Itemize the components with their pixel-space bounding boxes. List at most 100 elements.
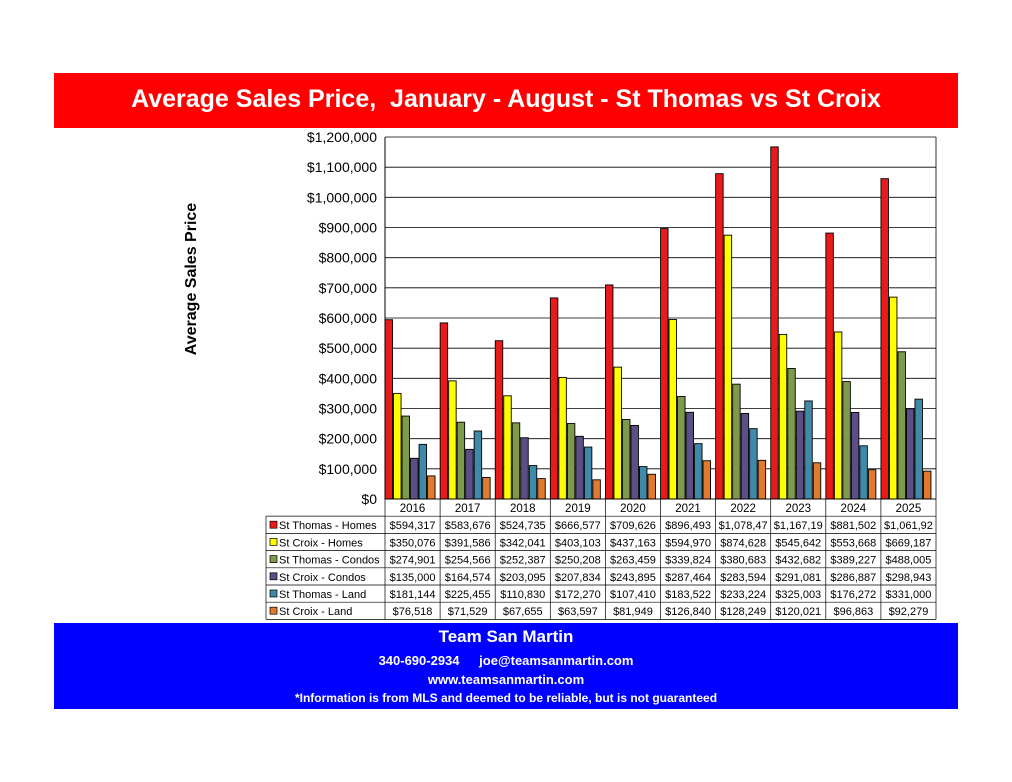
bar xyxy=(448,380,457,500)
data-label: $203,095 xyxy=(500,572,546,584)
footer-phone: 340-690-2934 xyxy=(378,653,460,668)
data-label: $545,642 xyxy=(775,537,821,549)
page-title: Average Sales Price, January - August - … xyxy=(131,85,881,113)
data-label: $110,830 xyxy=(500,589,545,601)
bar xyxy=(842,381,851,500)
bar xyxy=(622,419,631,500)
bar xyxy=(647,473,656,500)
data-label: $437,163 xyxy=(610,537,656,549)
y-tick-label: $100,000 xyxy=(319,461,378,477)
bar xyxy=(715,173,724,500)
y-tick-label: $200,000 xyxy=(319,431,378,447)
y-tick-label: $1,100,000 xyxy=(307,159,377,175)
bar xyxy=(401,415,410,500)
data-label: $391,586 xyxy=(445,537,491,549)
bar xyxy=(528,465,538,500)
bar xyxy=(749,428,758,500)
data-label: $135,000 xyxy=(390,572,436,584)
legend-label: St Thomas - Land xyxy=(279,589,366,601)
data-label: $669,187 xyxy=(886,537,932,549)
data-label: $183,522 xyxy=(665,589,711,601)
data-label: $207,834 xyxy=(555,572,601,584)
footer-email: joe@teamsanmartin.com xyxy=(479,653,634,668)
data-label: $67,655 xyxy=(503,606,543,618)
data-label: $286,887 xyxy=(830,572,876,584)
bar xyxy=(723,234,733,500)
legend-swatch xyxy=(269,589,278,598)
bar xyxy=(418,443,427,500)
bar xyxy=(897,351,906,500)
legend-swatch xyxy=(269,606,278,615)
bar xyxy=(787,368,796,500)
y-tick-label: $400,000 xyxy=(319,370,378,386)
legend-label: St Croix - Homes xyxy=(279,537,363,549)
bar xyxy=(566,423,576,500)
bar xyxy=(592,479,601,500)
y-tick-label: $1,200,000 xyxy=(307,129,377,145)
data-label: $225,455 xyxy=(445,589,491,601)
data-label: $331,000 xyxy=(886,589,932,601)
legend-swatch xyxy=(269,555,278,563)
legend-swatch xyxy=(269,572,278,581)
category-label: 2023 xyxy=(785,503,811,515)
bar xyxy=(630,424,639,500)
bar xyxy=(410,457,419,500)
bar xyxy=(465,448,474,500)
data-label: $881,502 xyxy=(830,520,876,532)
data-label: $298,943 xyxy=(886,572,932,584)
data-label: $325,003 xyxy=(775,589,821,601)
data-label: $71,529 xyxy=(448,606,488,618)
y-tick-label: $500,000 xyxy=(319,340,378,356)
data-label: $81,949 xyxy=(613,606,653,618)
category-label: 2024 xyxy=(841,503,867,515)
category-label: 2019 xyxy=(565,503,591,515)
bar xyxy=(914,398,923,500)
data-label: $594,317 xyxy=(390,520,436,532)
bar xyxy=(549,297,559,500)
bar xyxy=(575,435,584,500)
bar xyxy=(867,469,877,500)
bar xyxy=(456,421,466,500)
bar xyxy=(668,319,677,500)
category-label: 2016 xyxy=(400,503,426,515)
data-label: $291,081 xyxy=(775,572,821,584)
data-label: $254,566 xyxy=(445,555,491,567)
bar xyxy=(732,383,741,500)
data-label: $1,078,47 xyxy=(719,520,768,532)
data-label: $181,144 xyxy=(390,589,436,601)
data-label: $1,167,19 xyxy=(774,520,823,532)
data-label: $403,103 xyxy=(555,537,601,549)
data-label: $666,577 xyxy=(555,520,601,532)
y-tick-label: $600,000 xyxy=(319,310,378,326)
y-tick-label: $0 xyxy=(361,491,377,507)
bar xyxy=(503,395,512,500)
bar xyxy=(804,400,813,500)
data-label: $874,628 xyxy=(720,537,766,549)
bar xyxy=(473,430,483,500)
footer-team-name: Team San Martin xyxy=(438,627,574,646)
y-axis-ticks: $0 $100,000 $200,000 $300,000 $400,000 $500,0… xyxy=(307,129,377,507)
data-label: $432,682 xyxy=(775,555,821,567)
data-label: $380,683 xyxy=(720,555,766,567)
bar-series xyxy=(384,146,932,500)
footer-website: www.teamsanmartin.com xyxy=(427,672,585,687)
data-label: $553,668 xyxy=(830,537,876,549)
bar xyxy=(511,422,521,500)
data-label: $107,410 xyxy=(610,589,656,601)
bar xyxy=(660,228,669,500)
data-label: $283,594 xyxy=(720,572,766,584)
category-label: 2022 xyxy=(730,503,756,515)
data-label: $389,227 xyxy=(830,555,876,567)
bar xyxy=(494,340,504,500)
y-tick-label: $1,000,000 xyxy=(307,189,377,205)
data-label: $233,224 xyxy=(720,589,766,601)
y-tick-label: $300,000 xyxy=(319,401,378,417)
title-bar: Average Sales Price, January - August - … xyxy=(54,73,958,128)
category-label: 2018 xyxy=(510,503,536,515)
data-label: $488,005 xyxy=(886,555,932,567)
bar xyxy=(482,476,491,500)
bar xyxy=(639,466,648,500)
data-label: $583,676 xyxy=(445,520,491,532)
data-label: $243,895 xyxy=(610,572,656,584)
